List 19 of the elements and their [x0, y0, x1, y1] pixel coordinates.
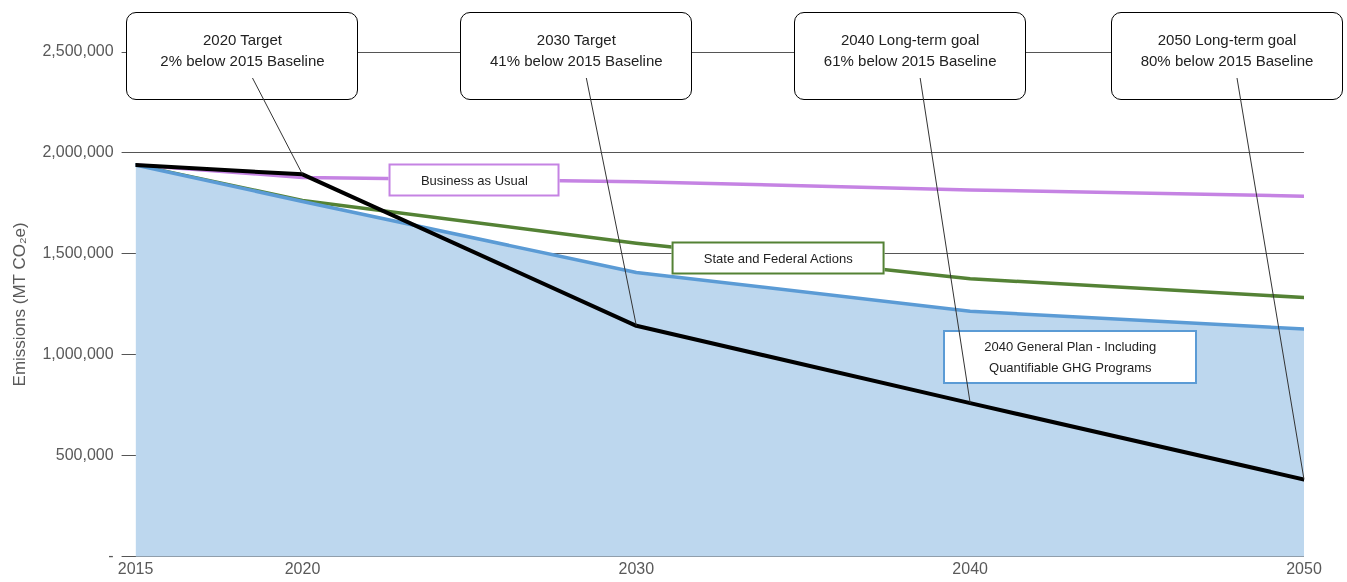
- y-axis-title: Emissions (MT CO₂e): [9, 222, 29, 387]
- y-tick-label: 1,500,000: [42, 244, 114, 262]
- y-tick-label: 2,500,000: [42, 42, 114, 60]
- callout-box: 2030 Target 41% below 2015 Baseline: [460, 12, 693, 100]
- callout-box: 2050 Long-term goal 80% below 2015 Baseline: [1111, 12, 1343, 100]
- y-tick-label: 1,000,000: [42, 345, 114, 363]
- callout-box: 2020 Target 2% below 2015 Baseline: [126, 12, 359, 100]
- label-box: 2040 General Plan - Including Quantifiable GHG Programs: [943, 329, 1198, 384]
- x-tick-label: 2020: [284, 559, 321, 577]
- label-box: State and Federal Actions: [671, 241, 885, 275]
- x-tick-label: 2040: [952, 559, 989, 577]
- x-tick-label: 2050: [1286, 559, 1322, 577]
- y-tick-label: -: [108, 547, 114, 565]
- x-tick-label: 2015: [117, 559, 154, 577]
- x-tick-label: 2030: [618, 559, 655, 577]
- y-tick-label: 2,000,000: [42, 143, 114, 161]
- y-tick-label: 500,000: [55, 446, 114, 464]
- label-box: Business as Usual: [388, 163, 560, 197]
- callout-box: 2040 Long-term goal 61% below 2015 Baseline: [794, 12, 1027, 100]
